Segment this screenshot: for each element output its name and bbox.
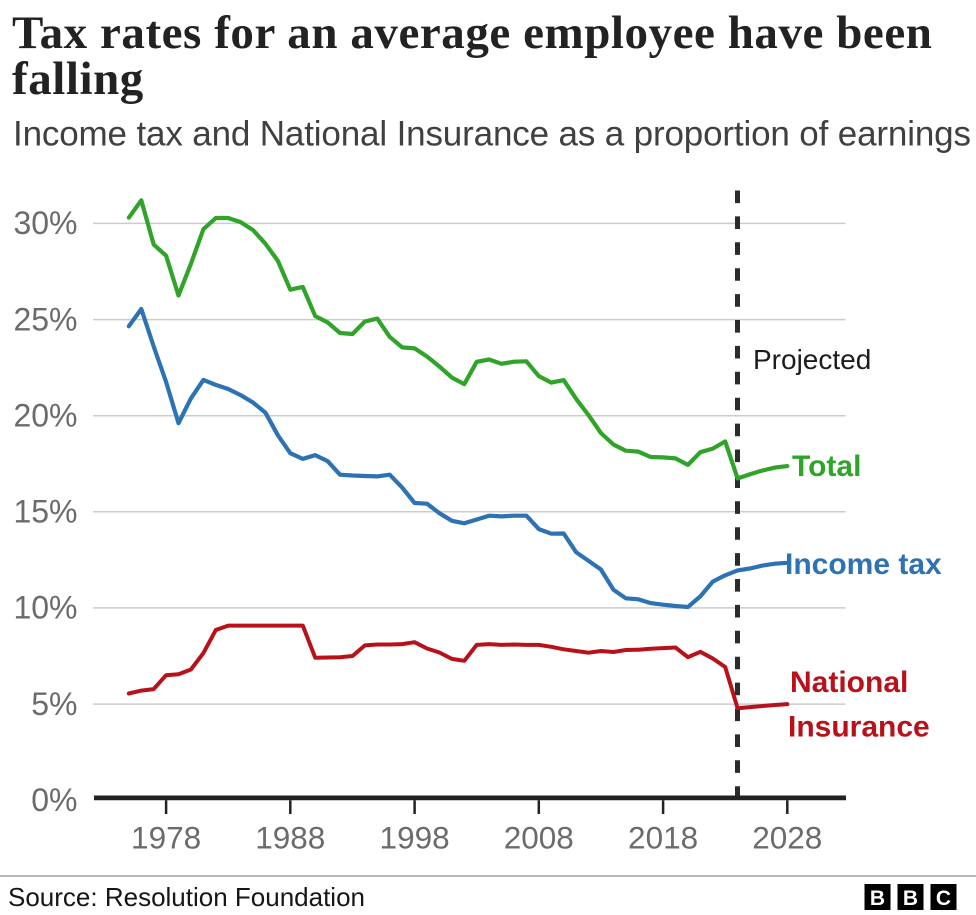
svg-text:15%: 15%	[13, 494, 77, 530]
svg-text:20%: 20%	[13, 397, 77, 433]
svg-text:10%: 10%	[13, 590, 77, 626]
svg-text:2028: 2028	[752, 820, 822, 856]
svg-text:Income tax and National Insura: Income tax and National Insurance as a p…	[13, 115, 971, 154]
svg-text:1978: 1978	[131, 820, 201, 856]
svg-text:2008: 2008	[504, 820, 574, 856]
svg-text:Total: Total	[792, 450, 861, 483]
svg-text:5%: 5%	[31, 686, 77, 722]
svg-text:Source: Resolution Foundation: Source: Resolution Foundation	[8, 882, 365, 912]
svg-text:2018: 2018	[628, 820, 698, 856]
svg-text:falling: falling	[12, 53, 144, 105]
svg-text:1998: 1998	[380, 820, 450, 856]
svg-text:C: C	[936, 887, 951, 910]
svg-text:Tax rates for an average emplo: Tax rates for an average employee have b…	[12, 7, 932, 59]
svg-text:0%: 0%	[31, 782, 77, 818]
svg-text:Projected: Projected	[753, 344, 871, 375]
svg-text:30%: 30%	[13, 205, 77, 241]
svg-text:1988: 1988	[255, 820, 325, 856]
svg-text:B: B	[870, 887, 885, 910]
svg-text:Insurance: Insurance	[788, 711, 930, 744]
svg-text:Income tax: Income tax	[785, 548, 942, 581]
svg-text:National: National	[790, 666, 908, 699]
svg-text:B: B	[903, 887, 918, 910]
svg-text:25%: 25%	[13, 301, 77, 337]
